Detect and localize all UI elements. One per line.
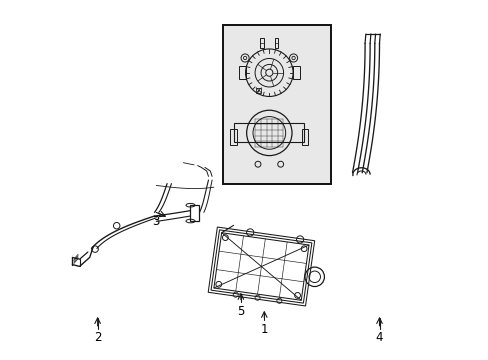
Bar <box>230 129 237 145</box>
Bar <box>260 38 263 48</box>
Bar <box>190 205 199 221</box>
Text: 1: 1 <box>260 323 267 336</box>
Text: 4: 4 <box>375 331 383 344</box>
Bar <box>301 129 308 145</box>
Text: 5: 5 <box>237 305 244 318</box>
Bar <box>274 38 277 48</box>
Text: 3: 3 <box>152 215 160 228</box>
Bar <box>292 66 299 79</box>
Text: 2: 2 <box>94 331 101 344</box>
Bar <box>239 66 245 79</box>
Bar <box>234 123 304 143</box>
Bar <box>223 25 330 184</box>
Bar <box>256 88 261 93</box>
